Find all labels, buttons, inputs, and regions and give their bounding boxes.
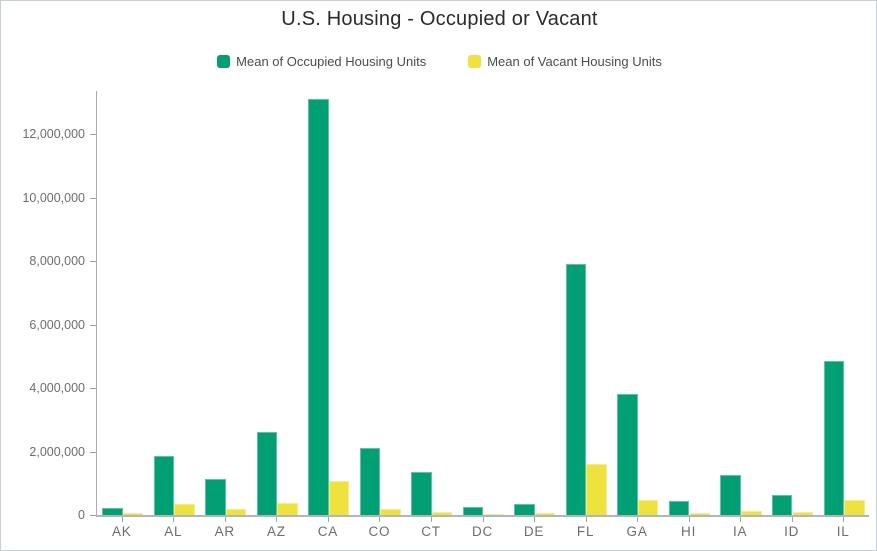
x-axis-tick — [585, 517, 587, 522]
bar-vacant-IA[interactable] — [741, 510, 762, 515]
x-axis-tick — [121, 517, 123, 522]
y-axis-tick — [90, 261, 96, 262]
x-axis-label-ID: ID — [784, 524, 800, 539]
y-axis-tick — [90, 451, 96, 453]
y-axis-label: 10,000,000 — [22, 190, 85, 205]
x-axis-label-DC: DC — [471, 524, 494, 539]
x-axis-tick — [276, 517, 278, 522]
legend-label-occupied: Mean of Occupied Housing Units — [236, 54, 427, 69]
legend-item-vacant[interactable]: Mean of Vacant Housing Units — [468, 54, 662, 69]
x-axis-label-IL: IL — [836, 524, 850, 539]
bar-occupied-CA[interactable] — [308, 99, 329, 515]
y-axis-label: 6,000,000 — [29, 317, 85, 332]
bar-vacant-HI[interactable] — [689, 512, 711, 515]
legend-item-occupied[interactable]: Mean of Occupied Housing Units — [217, 54, 426, 69]
legend-swatch-occupied-icon — [217, 55, 231, 68]
x-axis-tick — [224, 517, 226, 522]
bar-occupied-DC[interactable] — [462, 506, 484, 515]
bar-occupied-AZ[interactable] — [256, 432, 278, 515]
bar-vacant-DC[interactable] — [483, 514, 504, 515]
legend-swatch-vacant-icon — [468, 55, 482, 68]
bar-occupied-IA[interactable] — [720, 475, 741, 515]
bar-vacant-AR[interactable] — [225, 509, 247, 515]
bar-vacant-ID[interactable] — [792, 512, 814, 515]
bar-vacant-CA[interactable] — [328, 481, 350, 515]
bar-vacant-AL[interactable] — [174, 503, 195, 515]
x-axis-tick — [327, 517, 329, 522]
x-axis-tick — [534, 517, 535, 522]
bar-vacant-AZ[interactable] — [277, 502, 298, 515]
x-axis-label-DE: DE — [523, 524, 545, 539]
x-axis-tick — [688, 517, 690, 522]
bar-vacant-GA[interactable] — [637, 500, 659, 515]
x-axis-label-CA: CA — [317, 524, 339, 539]
x-axis-tick — [791, 517, 793, 522]
x-axis-label-CO: CO — [368, 524, 391, 539]
bar-vacant-CO[interactable] — [380, 508, 401, 515]
y-axis-label: 8,000,000 — [29, 254, 85, 268]
x-axis-tick — [482, 517, 484, 522]
bar-occupied-AK[interactable] — [102, 508, 123, 515]
bar-occupied-IL[interactable] — [823, 361, 845, 515]
y-axis-tick — [90, 324, 96, 326]
bar-vacant-AK[interactable] — [122, 513, 144, 515]
bar-vacant-IL[interactable] — [844, 500, 865, 515]
y-axis-tick — [90, 388, 96, 389]
y-axis-tick — [90, 515, 96, 516]
bar-vacant-DE[interactable] — [534, 513, 556, 515]
x-axis-tick — [740, 517, 742, 522]
x-axis-label-IA: IA — [733, 524, 748, 539]
legend-label-vacant: Mean of Vacant Housing Units — [487, 54, 662, 69]
bar-occupied-CO[interactable] — [359, 448, 381, 515]
bar-occupied-AL[interactable] — [153, 456, 175, 515]
x-axis-tick — [173, 517, 175, 522]
x-axis-label-AR: AR — [214, 524, 235, 539]
bar-occupied-CT[interactable] — [411, 472, 432, 515]
bar-vacant-FL[interactable] — [586, 464, 607, 515]
bar-occupied-GA[interactable] — [617, 394, 638, 515]
x-axis-label-GA: GA — [626, 524, 648, 539]
x-axis-label-CT: CT — [421, 524, 441, 539]
x-axis-tick — [637, 517, 639, 522]
x-axis-tick — [431, 517, 432, 522]
chart-title: U.S. Housing - Occupied or Vacant — [281, 8, 598, 30]
x-axis-tick — [843, 517, 845, 522]
y-axis-tick — [90, 134, 96, 135]
legend: Mean of Occupied Housing Units Mean of V… — [1, 54, 876, 69]
x-axis-label-FL: FL — [576, 524, 595, 539]
y-axis-label: 2,000,000 — [29, 444, 85, 459]
x-axis-line — [96, 515, 869, 517]
y-axis-label: 12,000,000 — [22, 127, 85, 141]
bar-occupied-ID[interactable] — [771, 494, 793, 515]
y-axis-label: 0 — [78, 508, 85, 522]
y-axis-line — [96, 91, 97, 517]
bar-occupied-HI[interactable] — [668, 501, 690, 515]
x-axis-label-AK: AK — [111, 524, 132, 539]
bar-occupied-AR[interactable] — [205, 478, 226, 515]
bar-occupied-FL[interactable] — [565, 264, 587, 515]
x-axis-label-AZ: AZ — [266, 524, 286, 539]
x-axis-label-AL: AL — [164, 524, 183, 539]
y-axis-label: 4,000,000 — [29, 381, 85, 395]
bar-vacant-CT[interactable] — [431, 511, 453, 515]
y-axis-tick — [90, 197, 96, 199]
x-axis-label-HI: HI — [681, 524, 697, 539]
x-axis-tick — [379, 517, 381, 522]
bar-occupied-DE[interactable] — [514, 503, 535, 515]
